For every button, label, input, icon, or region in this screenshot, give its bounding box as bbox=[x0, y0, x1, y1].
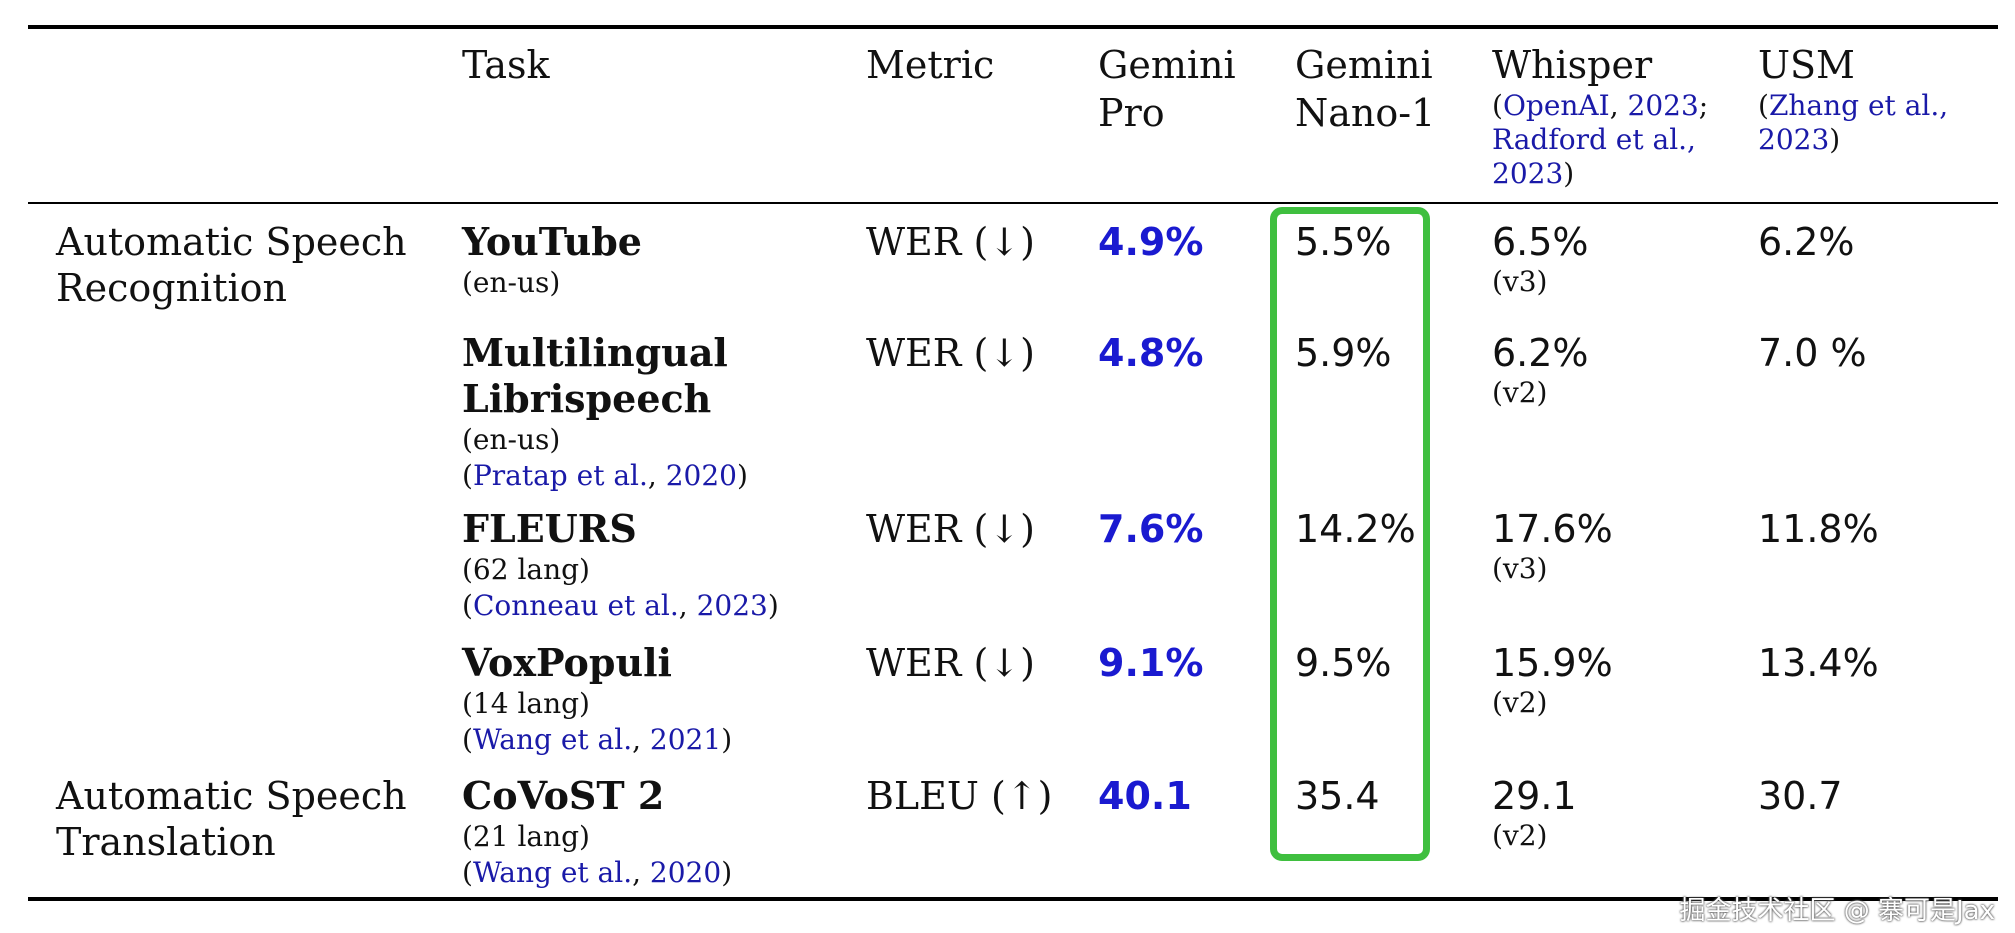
gemini-pro-value: 4.8% bbox=[1098, 331, 1204, 375]
task-name: CoVoST 2 bbox=[462, 773, 665, 818]
gemini-nano-value: 9.5% bbox=[1295, 641, 1392, 685]
header-task: Task bbox=[462, 43, 550, 87]
cite-link[interactable]: 2021 bbox=[649, 723, 722, 756]
whisper-value: 6.2% bbox=[1492, 331, 1589, 375]
task-sub: (21 lang) bbox=[462, 820, 590, 853]
whisper-cell: 6.2% (v2) bbox=[1492, 330, 1589, 410]
cite-link[interactable]: Zhang et al., bbox=[1768, 89, 1949, 122]
usm-value: 11.8% bbox=[1758, 507, 1879, 551]
usm-citation: (Zhang et al., 2023) bbox=[1758, 89, 1949, 156]
usm-value: 13.4% bbox=[1758, 641, 1879, 685]
task-name: Multilingual bbox=[462, 330, 728, 375]
cite-link[interactable]: 2023 bbox=[1758, 123, 1830, 156]
category-label: Automatic Speech Recognition bbox=[56, 219, 407, 311]
task-cell: Multilingual Librispeech (en-us) (Pratap… bbox=[462, 330, 748, 492]
header-metric: Metric bbox=[866, 43, 995, 87]
whisper-cell: 15.9% (v2) bbox=[1492, 640, 1613, 720]
whisper-value: 15.9% bbox=[1492, 641, 1613, 685]
header-rule bbox=[28, 202, 1998, 204]
category-line: Automatic Speech bbox=[56, 774, 407, 818]
header-whisper-label: Whisper bbox=[1492, 43, 1653, 87]
task-sub: (62 lang) bbox=[462, 553, 590, 586]
cite-link[interactable]: 2020 bbox=[665, 459, 737, 492]
cite-link[interactable]: Radford et al., bbox=[1492, 123, 1696, 156]
whisper-cell: 29.1 (v2) bbox=[1492, 773, 1577, 853]
cite-link[interactable]: OpenAI bbox=[1502, 89, 1610, 122]
cite-link[interactable]: Conneau et al. bbox=[472, 589, 679, 622]
header-usm: USM (Zhang et al., 2023) bbox=[1758, 41, 1948, 157]
top-rule bbox=[28, 25, 1998, 29]
metric-cell: WER (↓) bbox=[866, 641, 1035, 685]
header-gemini-nano: Gemini Nano-1 bbox=[1295, 41, 1435, 137]
header-gemini-pro-line2: Pro bbox=[1098, 91, 1165, 135]
header-whisper: Whisper (OpenAI, 2023; Radford et al., 2… bbox=[1492, 41, 1708, 191]
task-name: Librispeech bbox=[462, 376, 712, 421]
whisper-value: 6.5% bbox=[1492, 220, 1589, 264]
usm-value: 30.7 bbox=[1758, 774, 1843, 818]
task-sub: (en-us) bbox=[462, 423, 561, 456]
task-name: YouTube bbox=[462, 219, 642, 264]
task-sub: (14 lang) bbox=[462, 687, 590, 720]
metric-cell: WER (↓) bbox=[866, 507, 1035, 551]
metric-cell: WER (↓) bbox=[866, 331, 1035, 375]
watermark: 掘金技术社区 @ 寨可是Jax bbox=[1679, 896, 1995, 926]
gemini-pro-value: 4.9% bbox=[1098, 220, 1204, 264]
whisper-version: (v3) bbox=[1492, 552, 1548, 585]
nano-column-highlight bbox=[1270, 207, 1430, 861]
task-cell: VoxPopuli (14 lang) (Wang et al., 2021) bbox=[462, 640, 733, 756]
gemini-nano-value: 35.4 bbox=[1295, 774, 1380, 818]
gemini-pro-value: 40.1 bbox=[1098, 774, 1192, 818]
metric-cell: WER (↓) bbox=[866, 220, 1035, 264]
task-cell: CoVoST 2 (21 lang) (Wang et al., 2020) bbox=[462, 773, 733, 889]
cite-link[interactable]: 2023 bbox=[1627, 89, 1699, 122]
bottom-rule bbox=[28, 897, 1998, 901]
category-line: Automatic Speech bbox=[56, 220, 407, 264]
header-gemini-nano-line1: Gemini bbox=[1295, 43, 1433, 87]
task-sub: (en-us) bbox=[462, 266, 561, 299]
cite-link[interactable]: 2023 bbox=[696, 589, 768, 622]
whisper-version: (v2) bbox=[1492, 376, 1548, 409]
category-label: Automatic Speech Translation bbox=[56, 773, 407, 865]
cite-link[interactable]: Wang et al. bbox=[472, 723, 633, 756]
task-cell: FLEURS (62 lang) (Conneau et al., 2023) bbox=[462, 506, 779, 622]
gemini-nano-value: 5.9% bbox=[1295, 331, 1392, 375]
cite-link[interactable]: Pratap et al. bbox=[472, 459, 648, 492]
header-gemini-pro-line1: Gemini bbox=[1098, 43, 1236, 87]
header-gemini-pro: Gemini Pro bbox=[1098, 41, 1236, 137]
whisper-version: (v3) bbox=[1492, 265, 1548, 298]
whisper-version: (v2) bbox=[1492, 686, 1548, 719]
gemini-pro-value: 7.6% bbox=[1098, 507, 1204, 551]
whisper-value: 29.1 bbox=[1492, 774, 1577, 818]
whisper-value: 17.6% bbox=[1492, 507, 1613, 551]
cite-link[interactable]: Wang et al. bbox=[472, 856, 633, 889]
cite-link[interactable]: 2020 bbox=[649, 856, 722, 889]
whisper-citation: (OpenAI, 2023; Radford et al., 2023) bbox=[1492, 89, 1709, 190]
task-name: VoxPopuli bbox=[462, 640, 672, 685]
task-cell: YouTube (en-us) bbox=[462, 219, 642, 301]
gemini-nano-value: 14.2% bbox=[1295, 507, 1416, 551]
usm-value: 7.0 % bbox=[1758, 331, 1867, 375]
gemini-nano-value: 5.5% bbox=[1295, 220, 1392, 264]
header-usm-label: USM bbox=[1758, 43, 1855, 87]
usm-value: 6.2% bbox=[1758, 220, 1855, 264]
task-name: FLEURS bbox=[462, 506, 637, 551]
metric-cell: BLEU (↑) bbox=[866, 774, 1053, 818]
category-line: Recognition bbox=[56, 266, 287, 310]
whisper-cell: 17.6% (v3) bbox=[1492, 506, 1613, 586]
gemini-pro-value: 9.1% bbox=[1098, 641, 1204, 685]
category-line: Translation bbox=[56, 820, 276, 864]
whisper-cell: 6.5% (v3) bbox=[1492, 219, 1589, 299]
header-gemini-nano-line2: Nano-1 bbox=[1295, 91, 1436, 135]
whisper-version: (v2) bbox=[1492, 819, 1548, 852]
cite-link[interactable]: 2023 bbox=[1492, 157, 1564, 190]
